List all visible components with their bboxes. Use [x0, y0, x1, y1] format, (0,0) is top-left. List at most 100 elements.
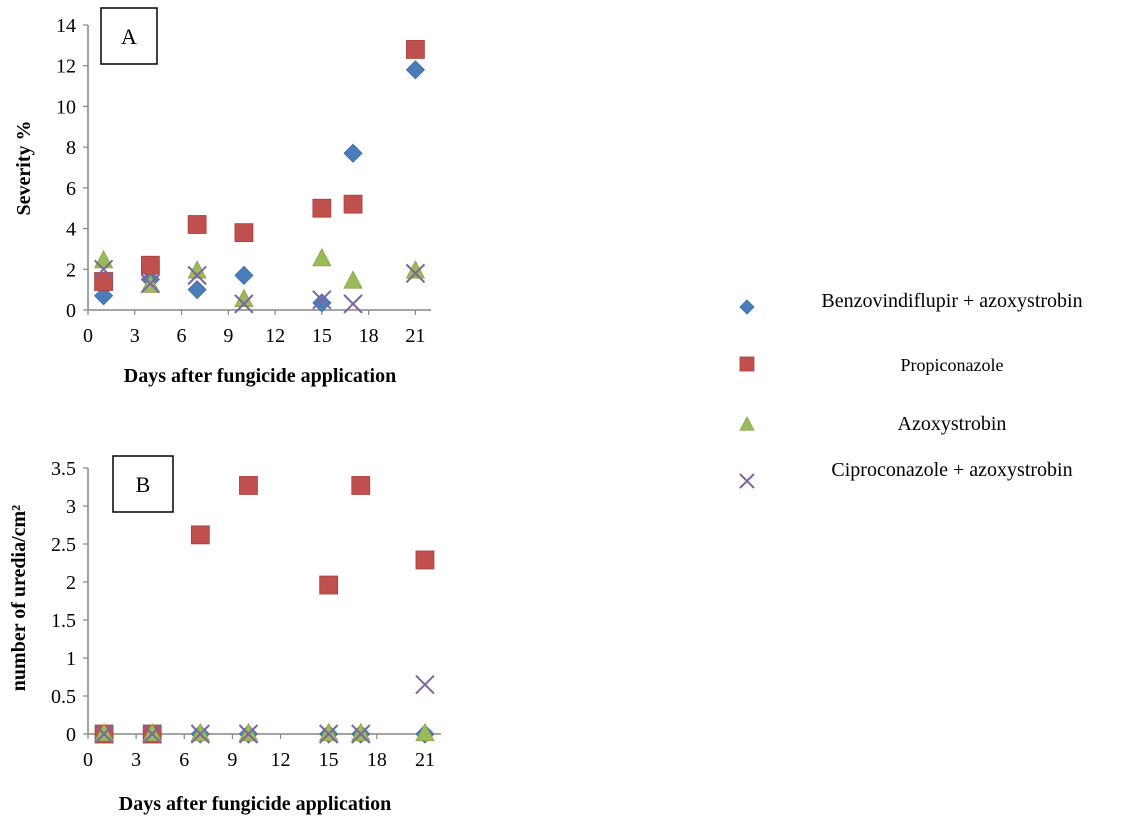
chart-b-y-tick-label: 3: [66, 496, 76, 518]
chart-b-point-cross: [94, 724, 114, 744]
chart-a-label-box: [100, 7, 158, 65]
chart-b-y-ticks: 0 0.5 1 1.5 2 2.5 3 3.5: [51, 458, 88, 746]
chart-b-label: B: [136, 472, 151, 497]
chart-b-point-triangle: [319, 722, 339, 742]
legend-item-benzovindiflupir: Benzovindiflupir + azoxystrobin: [739, 290, 1083, 315]
legend-item-ciproconazole: Ciproconazole + azoxystrobin: [739, 459, 1073, 489]
chart-a-y-tick-label: 2: [66, 259, 76, 281]
chart-a-point-cross: [312, 290, 332, 310]
chart-a-point-cross: [140, 273, 161, 294]
chart-a-point-square: [312, 198, 332, 218]
chart-a-point-diamond: [312, 293, 332, 313]
chart-b-point-cross: [190, 724, 211, 744]
chart-b-x-tick-label: 9: [227, 749, 237, 771]
legend-label-ciproconazole: Ciproconazole + azoxystrobin: [831, 459, 1072, 481]
chart-a-x-tick-label: 15: [312, 325, 332, 347]
chart-b-point-cross: [318, 724, 339, 744]
chart-b-y-tick-label: 2.5: [51, 534, 76, 556]
chart-b-ylabel: number of uredia/cm²: [8, 505, 30, 691]
chart-a-y-tick-label: 14: [56, 15, 76, 37]
chart-b-point-triangle: [415, 722, 435, 742]
chart-b-x-tick-label: 0: [83, 749, 93, 771]
chart-b-point-square: [351, 476, 371, 495]
legend-label-benzovindiflupir: Benzovindiflupir + azoxystrobin: [821, 290, 1082, 312]
chart-a-ylabel: Severity %: [13, 121, 35, 216]
chart-b-x-tick-label: 6: [179, 749, 189, 771]
chart-b-point-cross: [351, 724, 371, 744]
chart-a-y-tick-label: 4: [66, 219, 76, 241]
legend-item-propiconazole: Propiconazole: [739, 355, 1003, 375]
legend-marker-triangle: [739, 416, 755, 431]
chart-a-point-triangle: [343, 270, 363, 289]
chart-b-x-tick-label: 18: [367, 749, 387, 771]
chart-b-point-triangle: [238, 722, 259, 742]
legend-marker-square: [739, 356, 755, 372]
chart-b-point-triangle: [94, 722, 114, 742]
chart-b-y-tick-label: 1.5: [51, 610, 76, 632]
chart-a-x-ticks: 0 3 6 9 12 15 18 21: [83, 310, 425, 347]
chart-a-point-square: [406, 40, 425, 59]
legend-symbol-diamond: [739, 299, 755, 315]
chart-a-point-cross: [405, 263, 426, 284]
chart-b-point-cross: [415, 674, 435, 695]
chart-b-x-tick-label: 21: [415, 749, 435, 771]
chart-a-point-cross: [343, 294, 363, 314]
chart-b-x-tick-label: 15: [319, 749, 339, 771]
chart-a-point-square: [140, 255, 160, 275]
chart-b-y-tick-label: 0.5: [51, 686, 76, 708]
chart-b-xlabel: Days after fungicide application: [119, 793, 391, 815]
chart-b-point-square: [239, 476, 258, 495]
chart-a-point-square: [343, 194, 363, 214]
chart-a-x-tick-label: 12: [265, 325, 285, 347]
chart-b-y-tick-label: 2: [66, 572, 76, 594]
chart-b-point-triangle: [190, 722, 210, 742]
chart-a-x-tick-label: 3: [130, 325, 140, 347]
chart-a-point-diamond: [234, 265, 254, 285]
chart-b-point-square: [415, 550, 435, 570]
chart-a-point-diamond: [405, 60, 425, 80]
legend-marker-diamond: [739, 299, 755, 315]
chart-b-y-tick-label: 3.5: [51, 458, 76, 480]
chart-a-y-tick-label: 6: [66, 178, 76, 200]
legend: Benzovindiflupir + azoxystrobin Propicon…: [739, 290, 1083, 489]
legend-label-azoxystrobin: Azoxystrobin: [898, 413, 1007, 435]
chart-a-x-tick-label: 9: [223, 325, 233, 347]
chart-b-x-tick-label: 3: [131, 749, 141, 771]
chart-a-y-ticks: 0 2 4 6 8 10 12 14: [56, 15, 88, 322]
chart-a-label: A: [121, 24, 137, 49]
chart-b-x-ticks: 0 3 6 9 12 15 18 21: [83, 734, 435, 771]
chart-b-point-square: [319, 575, 339, 595]
chart-a-point-triangle: [312, 247, 332, 267]
chart-a-point-cross: [234, 294, 254, 314]
chart-a-y-tick-label: 0: [66, 300, 76, 322]
chart-b: 0 3 6 9 12 15 18 21 0 0.5 1 1.5 2 2.5 3 3.5 B Days aft…: [8, 455, 441, 815]
chart-b-point-cross: [238, 724, 259, 744]
legend-symbol-square: [739, 356, 755, 372]
chart-a-point-triangle: [405, 260, 426, 279]
legend-symbol-cross: [739, 473, 755, 489]
chart-a-point-triangle: [93, 249, 114, 269]
chart-b-x-tick-label: 12: [271, 749, 291, 771]
chart-a-point-square: [234, 223, 254, 243]
chart-b-y-tick-label: 0: [66, 724, 76, 746]
chart-b-points: [94, 476, 435, 744]
chart-a-point-square: [94, 272, 113, 291]
chart-a-point-diamond: [343, 143, 363, 163]
legend-marker-cross: [739, 473, 755, 489]
chart-a-xlabel: Days after fungicide application: [124, 365, 396, 387]
chart-a-point-diamond: [187, 280, 207, 300]
chart-a-x-tick-label: 0: [83, 325, 93, 347]
chart-a: 0 3 6 9 12 15 18 21 0 2 4 6 8 10 12 14 A Days after fu…: [13, 7, 431, 387]
chart-a-x-tick-label: 6: [177, 325, 187, 347]
chart-b-point-cross: [142, 724, 162, 744]
chart-a-points: [93, 40, 426, 314]
chart-a-y-tick-label: 10: [56, 96, 76, 118]
chart-a-point-cross: [187, 265, 207, 286]
chart-a-point-cross: [93, 259, 114, 279]
chart-b-y-tick-label: 1: [66, 648, 76, 670]
chart-b-point-triangle: [142, 722, 162, 742]
chart-a-axes: [87, 25, 431, 311]
chart-b-point-triangle: [351, 722, 371, 742]
legend-symbol-triangle: [739, 416, 755, 431]
